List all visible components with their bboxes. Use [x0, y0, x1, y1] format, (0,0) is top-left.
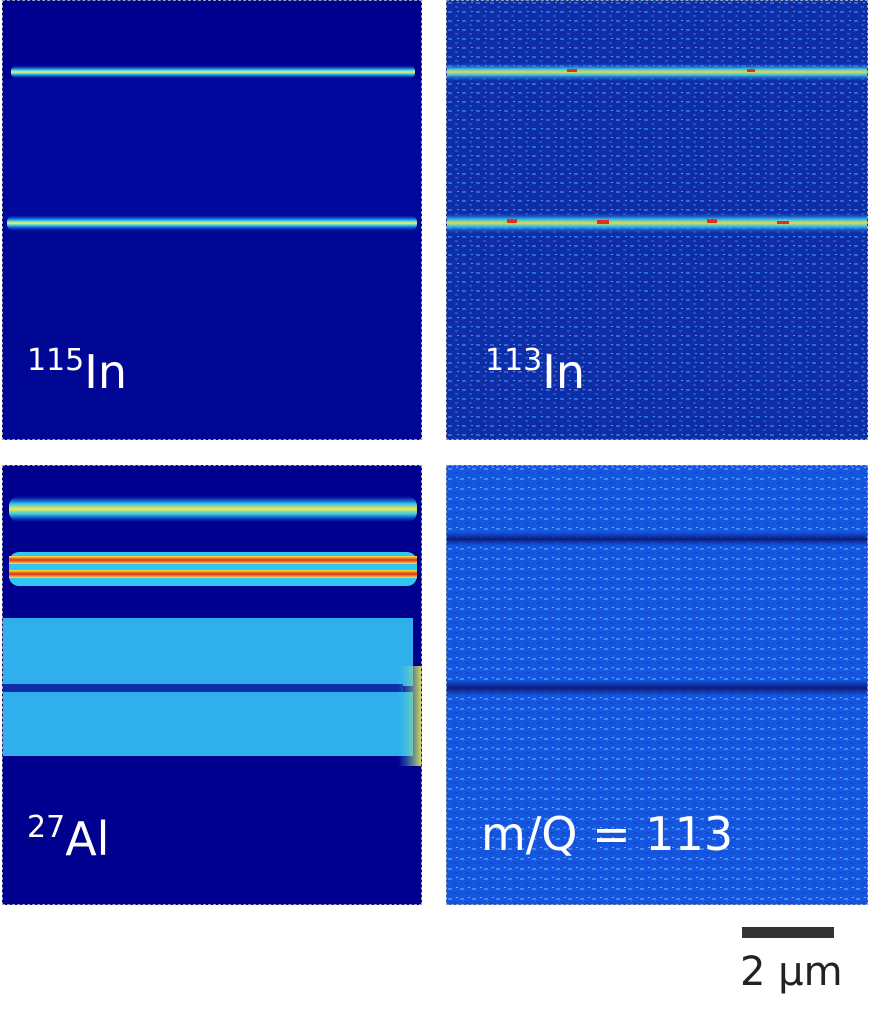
- map-image-113in: [447, 1, 867, 439]
- panel-label-115in: 115In: [27, 343, 127, 399]
- map-panel-27al: 27Al: [2, 465, 422, 905]
- scale-bar: [742, 927, 834, 938]
- scale-bar-label: 2 μm: [740, 949, 843, 995]
- map-image-27al: [3, 466, 421, 904]
- panel-label-113in: 113In: [485, 343, 585, 399]
- panel-label-mq113: m/Q = 113: [481, 807, 734, 861]
- panel-label-27al: 27Al: [27, 810, 110, 866]
- map-panel-113in: 113In: [446, 0, 868, 440]
- map-panel-mq113: m/Q = 113: [446, 465, 868, 905]
- map-panel-115in: 115In: [2, 0, 422, 440]
- map-image-mq113: [447, 466, 867, 904]
- map-image-115in: [3, 1, 421, 439]
